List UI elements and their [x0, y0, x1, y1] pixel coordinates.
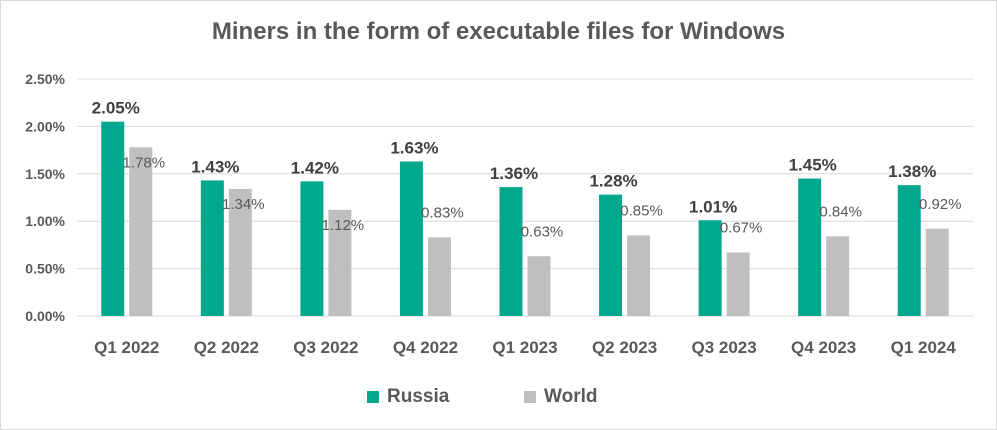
- data-label-russia: 1.63%: [390, 138, 438, 157]
- x-category-label: Q3 2023: [691, 338, 756, 357]
- bar-world: [826, 236, 850, 316]
- data-label-russia: 1.36%: [490, 164, 538, 183]
- bar-chart: 0.00% 0.50% 1.00% 1.50% 2.00% 2.50% 2.05% 1.78…: [25, 71, 973, 357]
- legend-swatch-world: [524, 391, 536, 403]
- bar-world: [228, 188, 252, 316]
- data-label-world: 0.85%: [620, 202, 663, 219]
- data-label-world: 0.83%: [421, 204, 464, 221]
- y-tick-label: 2.50%: [25, 71, 65, 87]
- y-tick-label: 1.50%: [25, 166, 65, 182]
- legend-swatch-russia: [367, 391, 379, 403]
- y-tick-label: 2.00%: [25, 118, 65, 134]
- data-label-world: 1.12%: [322, 217, 365, 234]
- data-label-russia: 1.28%: [589, 172, 637, 191]
- x-category-label: Q4 2022: [393, 338, 458, 357]
- y-tick-label: 1.00%: [25, 213, 65, 229]
- bar-russia: [897, 185, 921, 316]
- data-label-russia: 1.42%: [291, 158, 339, 177]
- bar-russia: [399, 161, 423, 316]
- legend-label-world: World: [544, 386, 598, 407]
- bar-russia: [698, 220, 722, 316]
- data-label-world: 1.34%: [222, 196, 265, 213]
- data-label-world: 0.92%: [919, 196, 962, 213]
- data-label-world: 1.78%: [123, 154, 166, 171]
- x-category-label: Q4 2023: [791, 338, 856, 357]
- bar-world: [129, 147, 153, 316]
- x-axis-categories: Q1 2022 Q2 2022 Q3 2022 Q4 2022 Q1 2023 Q2 20…: [94, 338, 956, 357]
- data-label-russia: 1.01%: [689, 197, 737, 216]
- bar-russia: [101, 121, 125, 316]
- legend-item-world: World: [524, 386, 597, 408]
- data-label-world: 0.63%: [521, 223, 564, 240]
- legend-label-russia: Russia: [387, 386, 450, 407]
- data-label-world: 0.67%: [720, 219, 763, 236]
- data-labels: 2.05% 1.78% 1.43% 1.34% 1.42% 1.12% 1.63% 0.83%…: [92, 99, 962, 241]
- bar-russia: [599, 194, 623, 316]
- bar-russia: [798, 178, 822, 316]
- bars: [101, 121, 949, 316]
- x-category-label: Q1 2022: [94, 338, 159, 357]
- x-category-label: Q1 2023: [492, 338, 557, 357]
- x-category-label: Q2 2022: [194, 338, 259, 357]
- x-category-label: Q2 2023: [592, 338, 657, 357]
- bar-russia: [300, 181, 324, 316]
- x-category-label: Q3 2022: [293, 338, 358, 357]
- bar-russia: [499, 187, 523, 316]
- data-label-russia: 1.43%: [191, 157, 239, 176]
- bar-world: [627, 235, 651, 316]
- y-tick-label: 0.00%: [25, 308, 65, 324]
- data-label-russia: 1.38%: [888, 162, 936, 181]
- y-tick-label: 0.50%: [25, 261, 65, 277]
- bar-world: [925, 228, 949, 316]
- gridlines: [77, 78, 973, 317]
- bar-world: [527, 256, 551, 316]
- bar-world: [427, 237, 451, 316]
- bar-world: [726, 252, 750, 316]
- chart-title: Miners in the form of executable files f…: [211, 18, 786, 45]
- bar-world: [328, 209, 352, 316]
- data-label-russia: 1.45%: [789, 156, 837, 175]
- y-axis-ticks: 0.00% 0.50% 1.00% 1.50% 2.00% 2.50%: [25, 71, 65, 324]
- legend: Russia World: [0, 386, 997, 410]
- bar-russia: [200, 180, 224, 316]
- data-label-russia: 2.05%: [92, 99, 140, 118]
- x-category-label: Q1 2024: [891, 338, 957, 357]
- data-label-world: 0.84%: [819, 203, 862, 220]
- legend-item-russia: Russia: [367, 386, 449, 408]
